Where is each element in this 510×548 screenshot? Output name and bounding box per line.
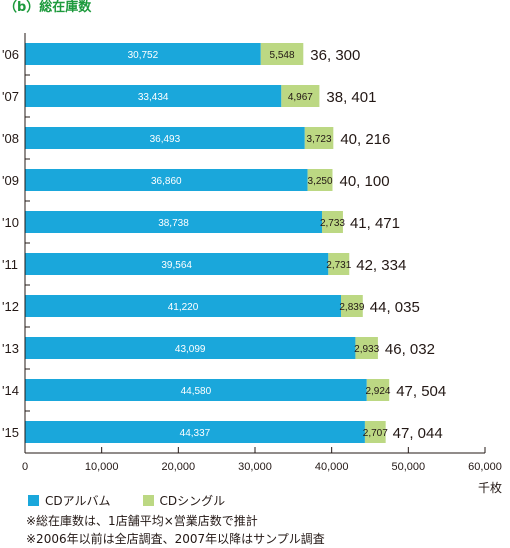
x-tick-label: 40,000: [315, 461, 349, 473]
data-label-single: 2,707: [363, 428, 388, 439]
bar-single: [307, 169, 333, 191]
legend-item-album: CDアルバム: [28, 492, 111, 509]
data-label-single: 2,933: [354, 344, 379, 355]
data-label-single: 4,967: [288, 92, 313, 103]
data-label-album: 30,752: [128, 50, 159, 61]
footnotes: ※総在庫数は、1店舗平均×営業店数で推計 ※2006年以前は全店調査、2007年…: [26, 512, 325, 548]
bar-album: [25, 337, 356, 359]
data-label-album: 36,860: [151, 176, 182, 187]
bar-album: [25, 85, 282, 107]
legend-label-single: CDシングル: [159, 494, 226, 508]
data-label-album: 43,099: [175, 344, 206, 355]
data-label-total: 38, 401: [326, 89, 376, 106]
data-label-album: 33,434: [138, 92, 169, 103]
bar-album: [25, 379, 367, 401]
category-label: '13: [2, 341, 19, 356]
category-label: '11: [2, 257, 18, 272]
category-label: '09: [2, 173, 19, 188]
footnote-1: ※総在庫数は、1店舗平均×営業店数で推計: [26, 514, 258, 528]
category-label: '08: [2, 131, 19, 146]
bar-single: [355, 337, 378, 359]
category-label: '07: [2, 89, 19, 104]
data-label-total: 40, 100: [340, 173, 390, 190]
x-tick-label: 10,000: [85, 461, 119, 473]
bar-album: [25, 169, 308, 191]
data-label-single: 3,250: [308, 176, 333, 187]
bar-single: [328, 253, 350, 275]
data-label-single: 5,548: [270, 50, 295, 61]
data-label-album: 41,220: [168, 302, 199, 313]
category-label: '06: [2, 47, 19, 62]
data-label-total: 36, 300: [310, 47, 360, 64]
footnote-2: ※2006年以前は全店調査、2007年以降はサンプル調査: [26, 532, 325, 546]
bar-album: [25, 295, 342, 317]
data-label-total: 41, 471: [350, 215, 400, 232]
bar-single: [304, 127, 334, 149]
chart-title: （b）総在庫数: [4, 0, 92, 15]
category-label: '15: [2, 425, 19, 440]
bar-single: [260, 43, 304, 65]
data-label-single: 2,731: [326, 260, 351, 271]
data-label-album: 44,337: [180, 428, 211, 439]
legend-swatch-album: [28, 495, 39, 506]
data-label-album: 39,564: [161, 260, 192, 271]
data-label-single: 2,924: [365, 386, 390, 397]
x-tick-label: 30,000: [238, 461, 272, 473]
legend-label-album: CDアルバム: [45, 494, 111, 508]
category-label: '10: [2, 215, 19, 230]
bar-album: [25, 127, 305, 149]
bar-single: [366, 379, 390, 401]
data-label-total: 42, 334: [356, 257, 406, 274]
data-label-total: 47, 504: [396, 383, 446, 400]
bar-album: [25, 211, 322, 233]
bar-album: [25, 43, 261, 65]
data-label-single: 2,733: [320, 218, 345, 229]
legend: CDアルバム CDシングル: [28, 492, 257, 509]
data-label-single: 3,723: [307, 134, 332, 145]
data-label-total: 40, 216: [340, 131, 390, 148]
x-tick-label: 0: [22, 461, 28, 473]
bar-album: [25, 421, 365, 443]
category-label: '14: [2, 383, 19, 398]
data-label-total: 46, 032: [385, 341, 435, 358]
x-tick-label: 60,000: [468, 461, 502, 473]
bar-album: [25, 253, 329, 275]
legend-swatch-single: [142, 495, 154, 506]
x-tick-label: 50,000: [392, 461, 426, 473]
bar-single: [364, 421, 386, 443]
unit-label: 千枚: [477, 481, 502, 495]
x-tick-label: 20,000: [162, 461, 196, 473]
legend-item-single: CDシングル: [142, 492, 226, 509]
bar-single: [281, 85, 320, 107]
bar-single: [321, 211, 343, 233]
bar-single: [341, 295, 363, 317]
data-label-album: 44,580: [181, 386, 212, 397]
data-label-total: 44, 035: [370, 299, 420, 316]
data-label-album: 38,738: [158, 218, 189, 229]
data-label-album: 36,493: [150, 134, 181, 145]
category-label: '12: [2, 299, 19, 314]
data-label-single: 2,839: [339, 302, 364, 313]
data-label-total: 47, 044: [393, 425, 443, 442]
